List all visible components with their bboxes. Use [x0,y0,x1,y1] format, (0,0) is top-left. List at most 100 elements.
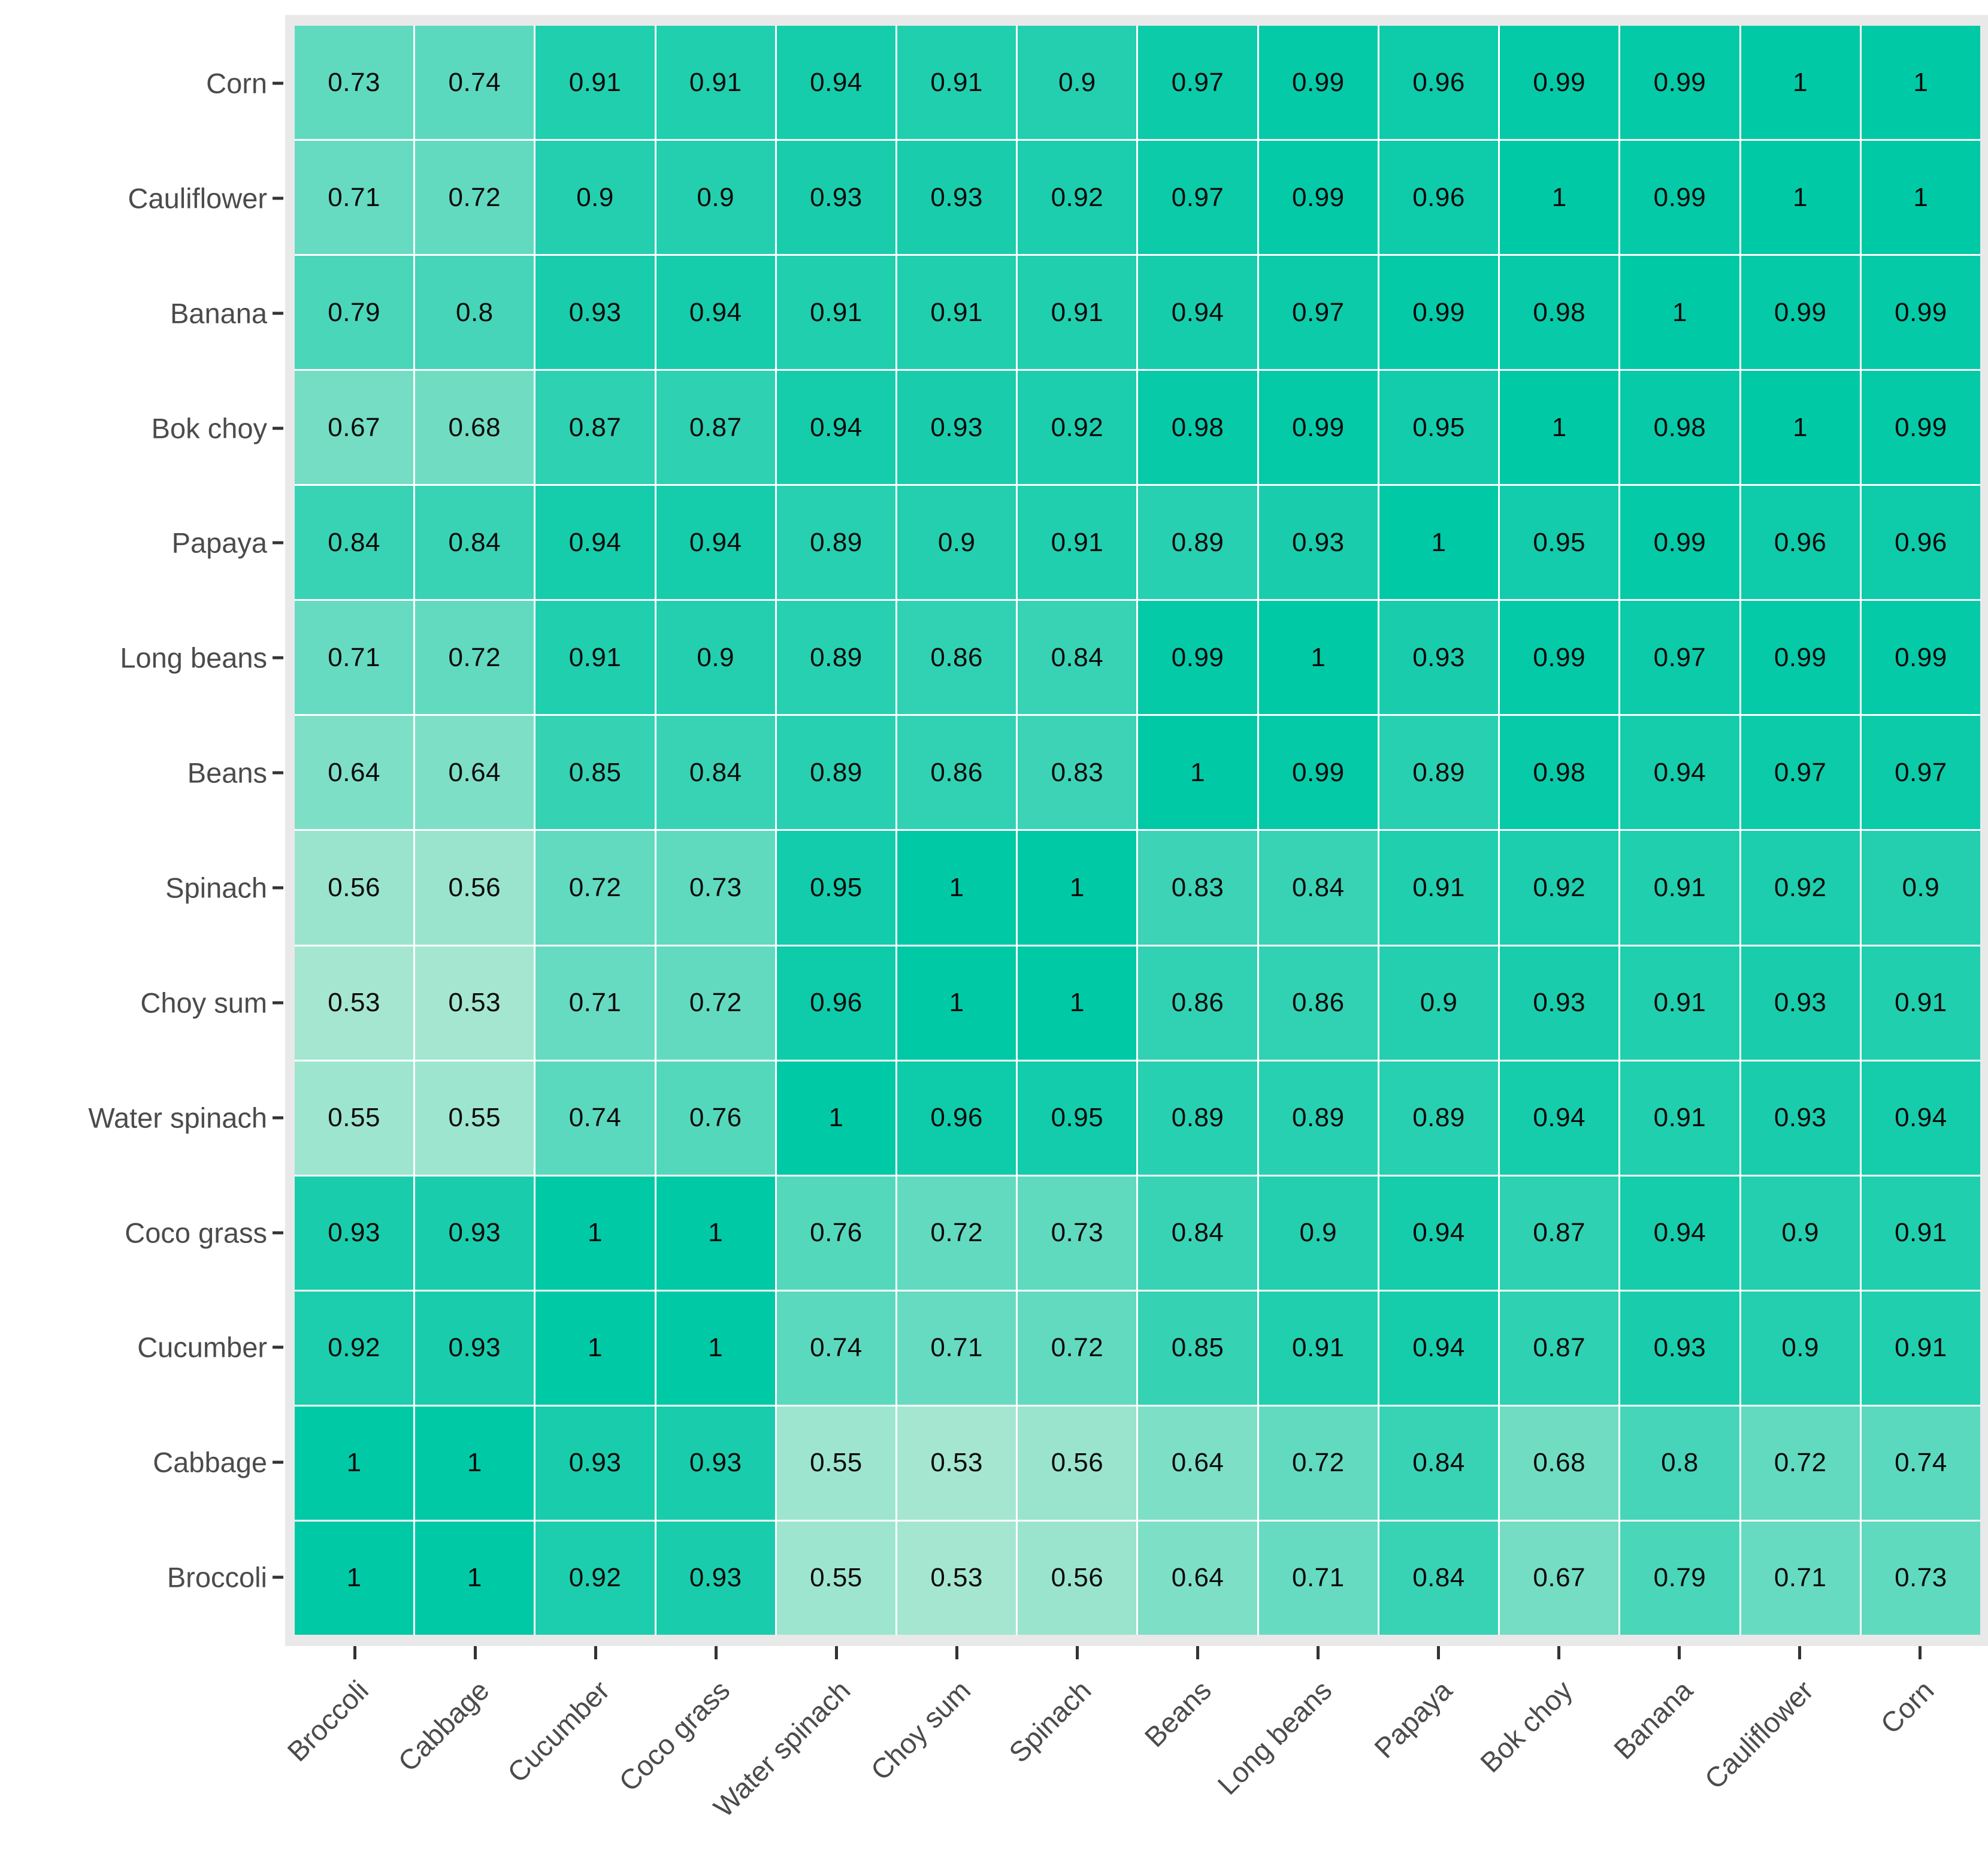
heatmap-cell: 0.93 [656,1406,775,1520]
heatmap-cell: 0.93 [295,1176,414,1290]
heatmap-cell: 0.9 [1741,1176,1860,1290]
heatmap-cell: 1 [1741,141,1860,255]
heatmap-cell: 0.84 [1379,1521,1499,1635]
y-axis-tick [273,311,283,315]
heatmap-cell: 0.93 [897,141,1016,255]
y-axis-tick [273,196,283,200]
heatmap-cell: 0.9 [1861,831,1980,945]
heatmap-cell: 0.97 [1258,256,1378,370]
heatmap-cell: 0.97 [1861,716,1980,830]
heatmap-cell: 1 [776,1061,896,1175]
heatmap-cell: 0.76 [656,1061,775,1175]
heatmap-cell: 0.64 [1138,1406,1257,1520]
heatmap-cell: 0.86 [897,716,1016,830]
heatmap-cell: 0.87 [1500,1176,1619,1290]
heatmap-cell: 0.93 [1741,1061,1860,1175]
x-axis-tick [1798,1646,1801,1659]
heatmap-cell: 0.92 [1018,371,1137,485]
heatmap-cell: 0.99 [1258,716,1378,830]
heatmap-cell: 0.71 [295,141,414,255]
heatmap-cell: 0.64 [1138,1521,1257,1635]
heatmap-cell: 0.68 [415,371,534,485]
heatmap-cell: 0.99 [1861,256,1980,370]
heatmap-cell: 0.95 [1500,486,1619,600]
y-axis-tick [273,1001,283,1005]
heatmap-cell: 0.94 [1620,1176,1739,1290]
heatmap-cell: 0.99 [1379,256,1499,370]
heatmap-cell: 0.93 [535,1406,655,1520]
y-axis-label: Cabbage [153,1446,267,1478]
heatmap-cell: 0.9 [1258,1176,1378,1290]
heatmap-cell: 0.71 [1258,1521,1378,1635]
heatmap-cell: 0.56 [415,831,534,945]
heatmap-cell: 0.96 [776,946,896,1060]
heatmap-cell: 0.96 [1379,141,1499,255]
heatmap-cell: 0.74 [415,26,534,140]
heatmap-cell: 0.93 [1500,946,1619,1060]
y-axis-label: Spinach [165,872,267,904]
x-axis-tick [1557,1646,1560,1659]
heatmap-cell: 0.91 [897,26,1016,140]
heatmap-cell: 0.93 [1620,1291,1739,1405]
heatmap-cell: 0.99 [1500,26,1619,140]
heatmap-cell: 0.89 [776,486,896,600]
heatmap-cell: 0.93 [535,256,655,370]
heatmap-cell: 0.84 [1018,601,1137,715]
heatmap-cell: 0.84 [1258,831,1378,945]
heatmap-cell: 0.99 [1741,256,1860,370]
heatmap-cell: 1 [656,1176,775,1290]
heatmap-cell: 0.84 [1379,1406,1499,1520]
heatmap-cell: 0.9 [1018,26,1137,140]
heatmap-cell: 0.86 [1138,946,1257,1060]
x-axis-tick [1919,1646,1922,1659]
heatmap-cell: 0.79 [1620,1521,1739,1635]
x-axis-tick [353,1646,356,1659]
heatmap-cell: 0.94 [656,486,775,600]
heatmap-cell: 0.56 [1018,1406,1137,1520]
heatmap-cell: 0.72 [415,141,534,255]
y-axis-label: Cucumber [137,1331,267,1363]
heatmap-cell: 0.71 [1741,1521,1860,1635]
heatmap-cell: 0.96 [1861,486,1980,600]
heatmap-cell: 0.91 [1258,1291,1378,1405]
heatmap-cell: 0.98 [1500,256,1619,370]
x-axis-tick [835,1646,838,1659]
heatmap-cell: 0.71 [897,1291,1016,1405]
heatmap-cell: 0.93 [1741,946,1860,1060]
heatmap-cell: 0.98 [1500,716,1619,830]
heatmap-cell: 0.71 [535,946,655,1060]
heatmap-cell: 0.87 [535,371,655,485]
heatmap-cell: 0.85 [1138,1291,1257,1405]
heatmap-cell: 0.9 [656,141,775,255]
heatmap-cell: 0.99 [1258,26,1378,140]
heatmap-cell: 0.73 [295,26,414,140]
y-axis-tick [273,1460,283,1464]
y-axis-label: Water spinach [88,1102,267,1134]
heatmap-cell: 0.94 [1379,1176,1499,1290]
x-axis-tick [1076,1646,1079,1659]
heatmap-cell: 0.94 [535,486,655,600]
heatmap-cell: 1 [415,1521,534,1635]
heatmap-cell: 1 [415,1406,534,1520]
heatmap-cell: 0.67 [1500,1521,1619,1635]
heatmap-cell: 0.89 [776,716,896,830]
heatmap-cell: 0.55 [415,1061,534,1175]
heatmap-cell: 0.92 [1741,831,1860,945]
heatmap-cell: 0.93 [1258,486,1378,600]
heatmap-cell: 0.96 [1379,26,1499,140]
heatmap-cell: 1 [535,1291,655,1405]
heatmap-cell: 0.97 [1741,716,1860,830]
heatmap-cell: 0.94 [1861,1061,1980,1175]
heatmap-cell: 1 [1861,26,1980,140]
heatmap-cell: 0.93 [776,141,896,255]
x-axis-tick [594,1646,597,1659]
heatmap-cell: 0.55 [776,1406,896,1520]
y-axis-tick [273,771,283,775]
heatmap-cell: 0.91 [897,256,1016,370]
x-axis-tick [1196,1646,1199,1659]
x-axis-tick [715,1646,718,1659]
x-axis-label: Corn [1874,1674,1940,1740]
heatmap-cell: 0.8 [415,256,534,370]
heatmap-cell: 0.71 [295,601,414,715]
